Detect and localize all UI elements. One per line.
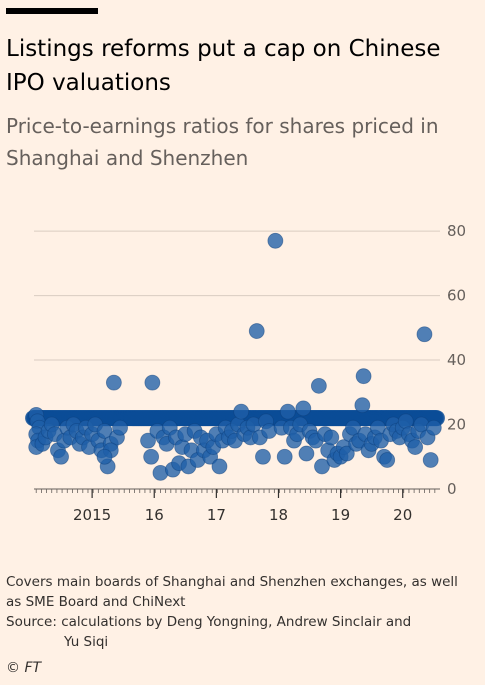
data-point	[425, 419, 442, 436]
data-point	[53, 448, 69, 465]
data-point	[211, 458, 228, 475]
x-tick-label-2015: 2015	[73, 506, 111, 524]
data-point	[233, 403, 250, 420]
data-point	[112, 419, 128, 436]
y-tick-label-40: 40	[447, 351, 466, 369]
data-point	[416, 326, 433, 343]
data-point	[354, 397, 371, 414]
data-point	[310, 377, 327, 394]
data-point	[355, 368, 372, 385]
data-point	[105, 374, 122, 391]
data-point	[96, 423, 113, 439]
data-point	[338, 445, 355, 462]
source-line-1: Source: calculations by Deng Yongning, A…	[6, 614, 412, 630]
x-tick-label-16: 16	[145, 506, 164, 524]
data-point	[276, 448, 293, 465]
data-point	[345, 419, 361, 436]
copyright: © FT	[6, 660, 42, 676]
x-tick-label-19: 19	[331, 506, 350, 524]
data-point	[295, 400, 312, 417]
chart-title: Listings reforms put a cap on Chinese IP…	[6, 36, 441, 96]
data-point	[298, 445, 315, 462]
data-point	[143, 448, 160, 465]
y-tick-label-60: 60	[447, 287, 466, 305]
x-tick-label-18: 18	[269, 506, 288, 524]
data-point	[144, 374, 161, 391]
x-tick-label-17: 17	[207, 506, 226, 524]
data-point	[255, 448, 271, 465]
scatter-chart: 0 20 40 60 80 2015 16 17 18 19 20	[25, 222, 466, 524]
data-point	[140, 432, 156, 449]
data-point	[279, 403, 296, 420]
source-line-2: Yu Siqi	[64, 634, 109, 650]
data-point	[96, 448, 113, 465]
chart-subtitle: Price-to-earnings ratios for shares pric…	[6, 114, 439, 170]
y-tick-label-20: 20	[447, 416, 466, 434]
data-point	[314, 458, 330, 475]
data-point	[267, 232, 284, 249]
data-point	[407, 439, 424, 455]
data-point	[379, 452, 396, 468]
footer: Covers main boards of Shanghai and Shenz…	[6, 572, 476, 652]
y-tick-label-80: 80	[447, 222, 466, 240]
ft-header-bar	[6, 8, 98, 14]
data-point	[323, 429, 340, 446]
data-point	[422, 452, 439, 468]
data-point	[397, 413, 414, 430]
x-tick-label-20: 20	[393, 506, 412, 524]
y-tick-label-0: 0	[447, 480, 457, 498]
data-point	[248, 323, 265, 339]
footnote: Covers main boards of Shanghai and Shenz…	[6, 574, 458, 610]
